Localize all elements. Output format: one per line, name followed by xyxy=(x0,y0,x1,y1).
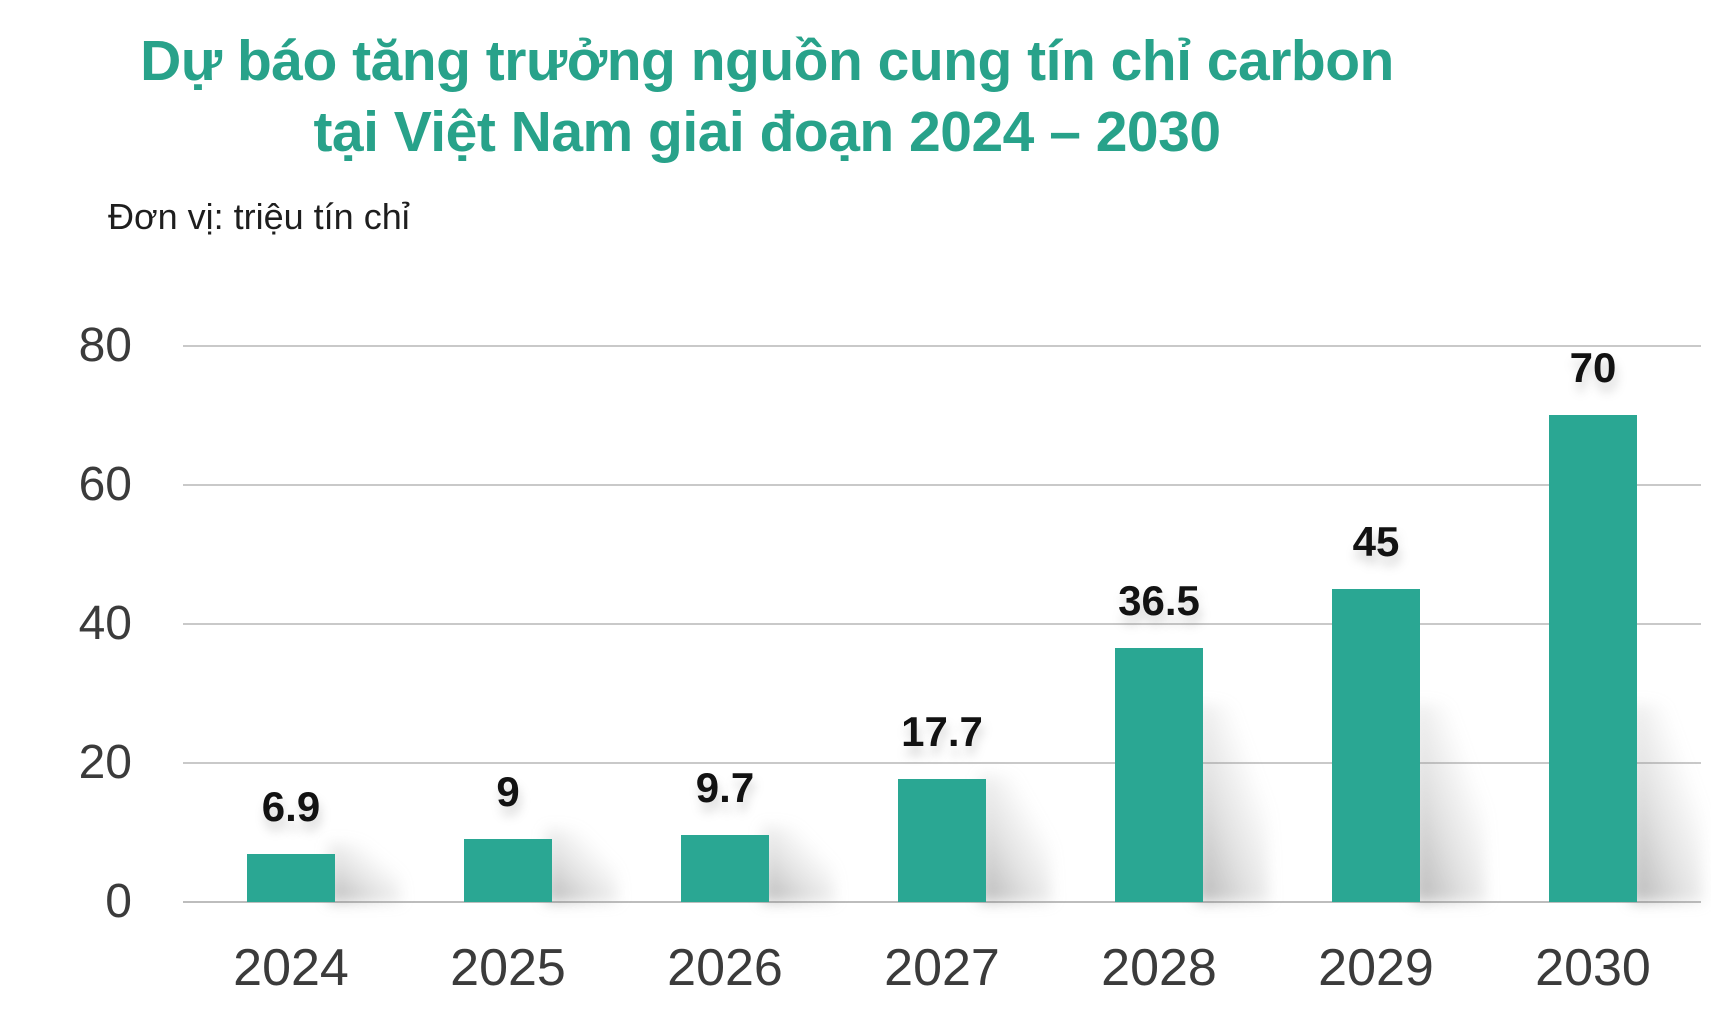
x-tick-label: 2030 xyxy=(1535,939,1651,997)
gridline xyxy=(183,345,1701,347)
bar-2026 xyxy=(681,835,769,902)
bar-shadow xyxy=(1414,704,1486,902)
bar-shadow xyxy=(763,826,835,902)
bar-2029 xyxy=(1332,589,1420,902)
bar-value-label: 45 xyxy=(1352,518,1400,565)
bar-shadow xyxy=(1197,704,1269,902)
bar-shadow xyxy=(980,775,1052,902)
gridline xyxy=(183,484,1701,486)
bar-2027 xyxy=(898,779,986,902)
x-tick-label: 2028 xyxy=(1101,939,1217,997)
x-tick-label: 2026 xyxy=(667,939,783,997)
x-tick-label: 2029 xyxy=(1318,939,1434,997)
chart-title: Dự báo tăng trưởng nguồn cung tín chỉ ca… xyxy=(0,26,1534,168)
y-tick-label: 80 xyxy=(78,319,132,372)
bar-shadow xyxy=(329,843,401,902)
bar-value-label: 36.5 xyxy=(1118,577,1200,624)
bar-shadow xyxy=(1631,704,1703,902)
bar-2030 xyxy=(1549,415,1637,902)
x-axis-line xyxy=(183,901,1701,903)
chart-title-line2: tại Việt Nam giai đoạn 2024 – 2030 xyxy=(313,100,1221,164)
bar-2028 xyxy=(1115,648,1203,902)
y-tick-label: 40 xyxy=(78,597,132,650)
bar-value-label: 9 xyxy=(496,768,520,815)
x-tick-label: 2025 xyxy=(450,939,566,997)
unit-label: Đơn vị: triệu tín chỉ xyxy=(108,196,410,237)
bar-value-label: 6.9 xyxy=(261,783,321,830)
x-tick-label: 2027 xyxy=(884,939,1000,997)
bar-2024 xyxy=(247,854,335,902)
bar-2025 xyxy=(464,839,552,902)
y-tick-label: 0 xyxy=(105,875,132,928)
y-tick-label: 20 xyxy=(78,736,132,789)
gridline xyxy=(183,762,1701,764)
bar-value-label: 9.7 xyxy=(695,764,755,811)
y-tick-label: 60 xyxy=(78,458,132,511)
x-tick-label: 2024 xyxy=(233,939,349,997)
gridline xyxy=(183,623,1701,625)
bar-value-label: 70 xyxy=(1569,344,1617,391)
chart-title-line1: Dự báo tăng trưởng nguồn cung tín chỉ ca… xyxy=(140,29,1394,93)
bar-value-label: 17.7 xyxy=(901,708,983,755)
bar-shadow xyxy=(546,829,618,902)
